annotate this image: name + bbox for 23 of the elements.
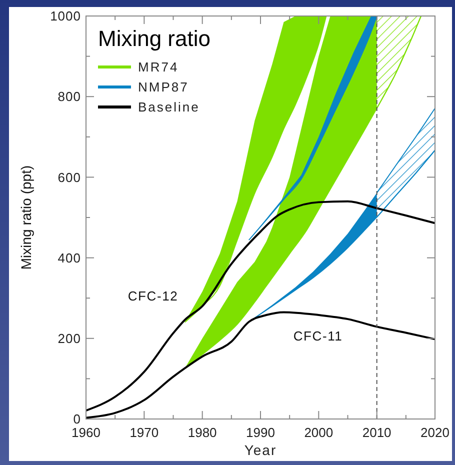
annotation: CFC-11 <box>293 328 343 344</box>
y-axis-title: Mixing ratio (ppt) <box>18 165 34 270</box>
x-tick-label: 2010 <box>362 425 392 440</box>
legend-title: Mixing ratio <box>98 26 210 51</box>
legend-label: MR74 <box>138 60 179 75</box>
y-tick-label: 600 <box>58 170 81 185</box>
line-series <box>86 311 435 419</box>
y-tick-label: 400 <box>58 250 81 266</box>
x-tick-label: 1970 <box>130 425 159 440</box>
legend-label: NMP87 <box>138 80 189 95</box>
y-tick-label: 200 <box>58 330 81 346</box>
x-tick-label: 2000 <box>304 425 334 440</box>
y-tick-label: 800 <box>58 89 81 104</box>
x-tick-label: 1980 <box>188 425 217 440</box>
legend-label: Baseline <box>138 100 200 115</box>
x-axis-title: Year <box>244 442 277 458</box>
y-tick-label: 0 <box>73 412 81 427</box>
x-tick-label: 1960 <box>72 425 100 440</box>
annotation: CFC-12 <box>128 288 178 304</box>
x-tick-label: 2020 <box>420 425 450 440</box>
y-tick-label: 1000 <box>50 8 81 24</box>
line-series <box>86 200 435 412</box>
x-tick-label: 1990 <box>246 425 275 440</box>
